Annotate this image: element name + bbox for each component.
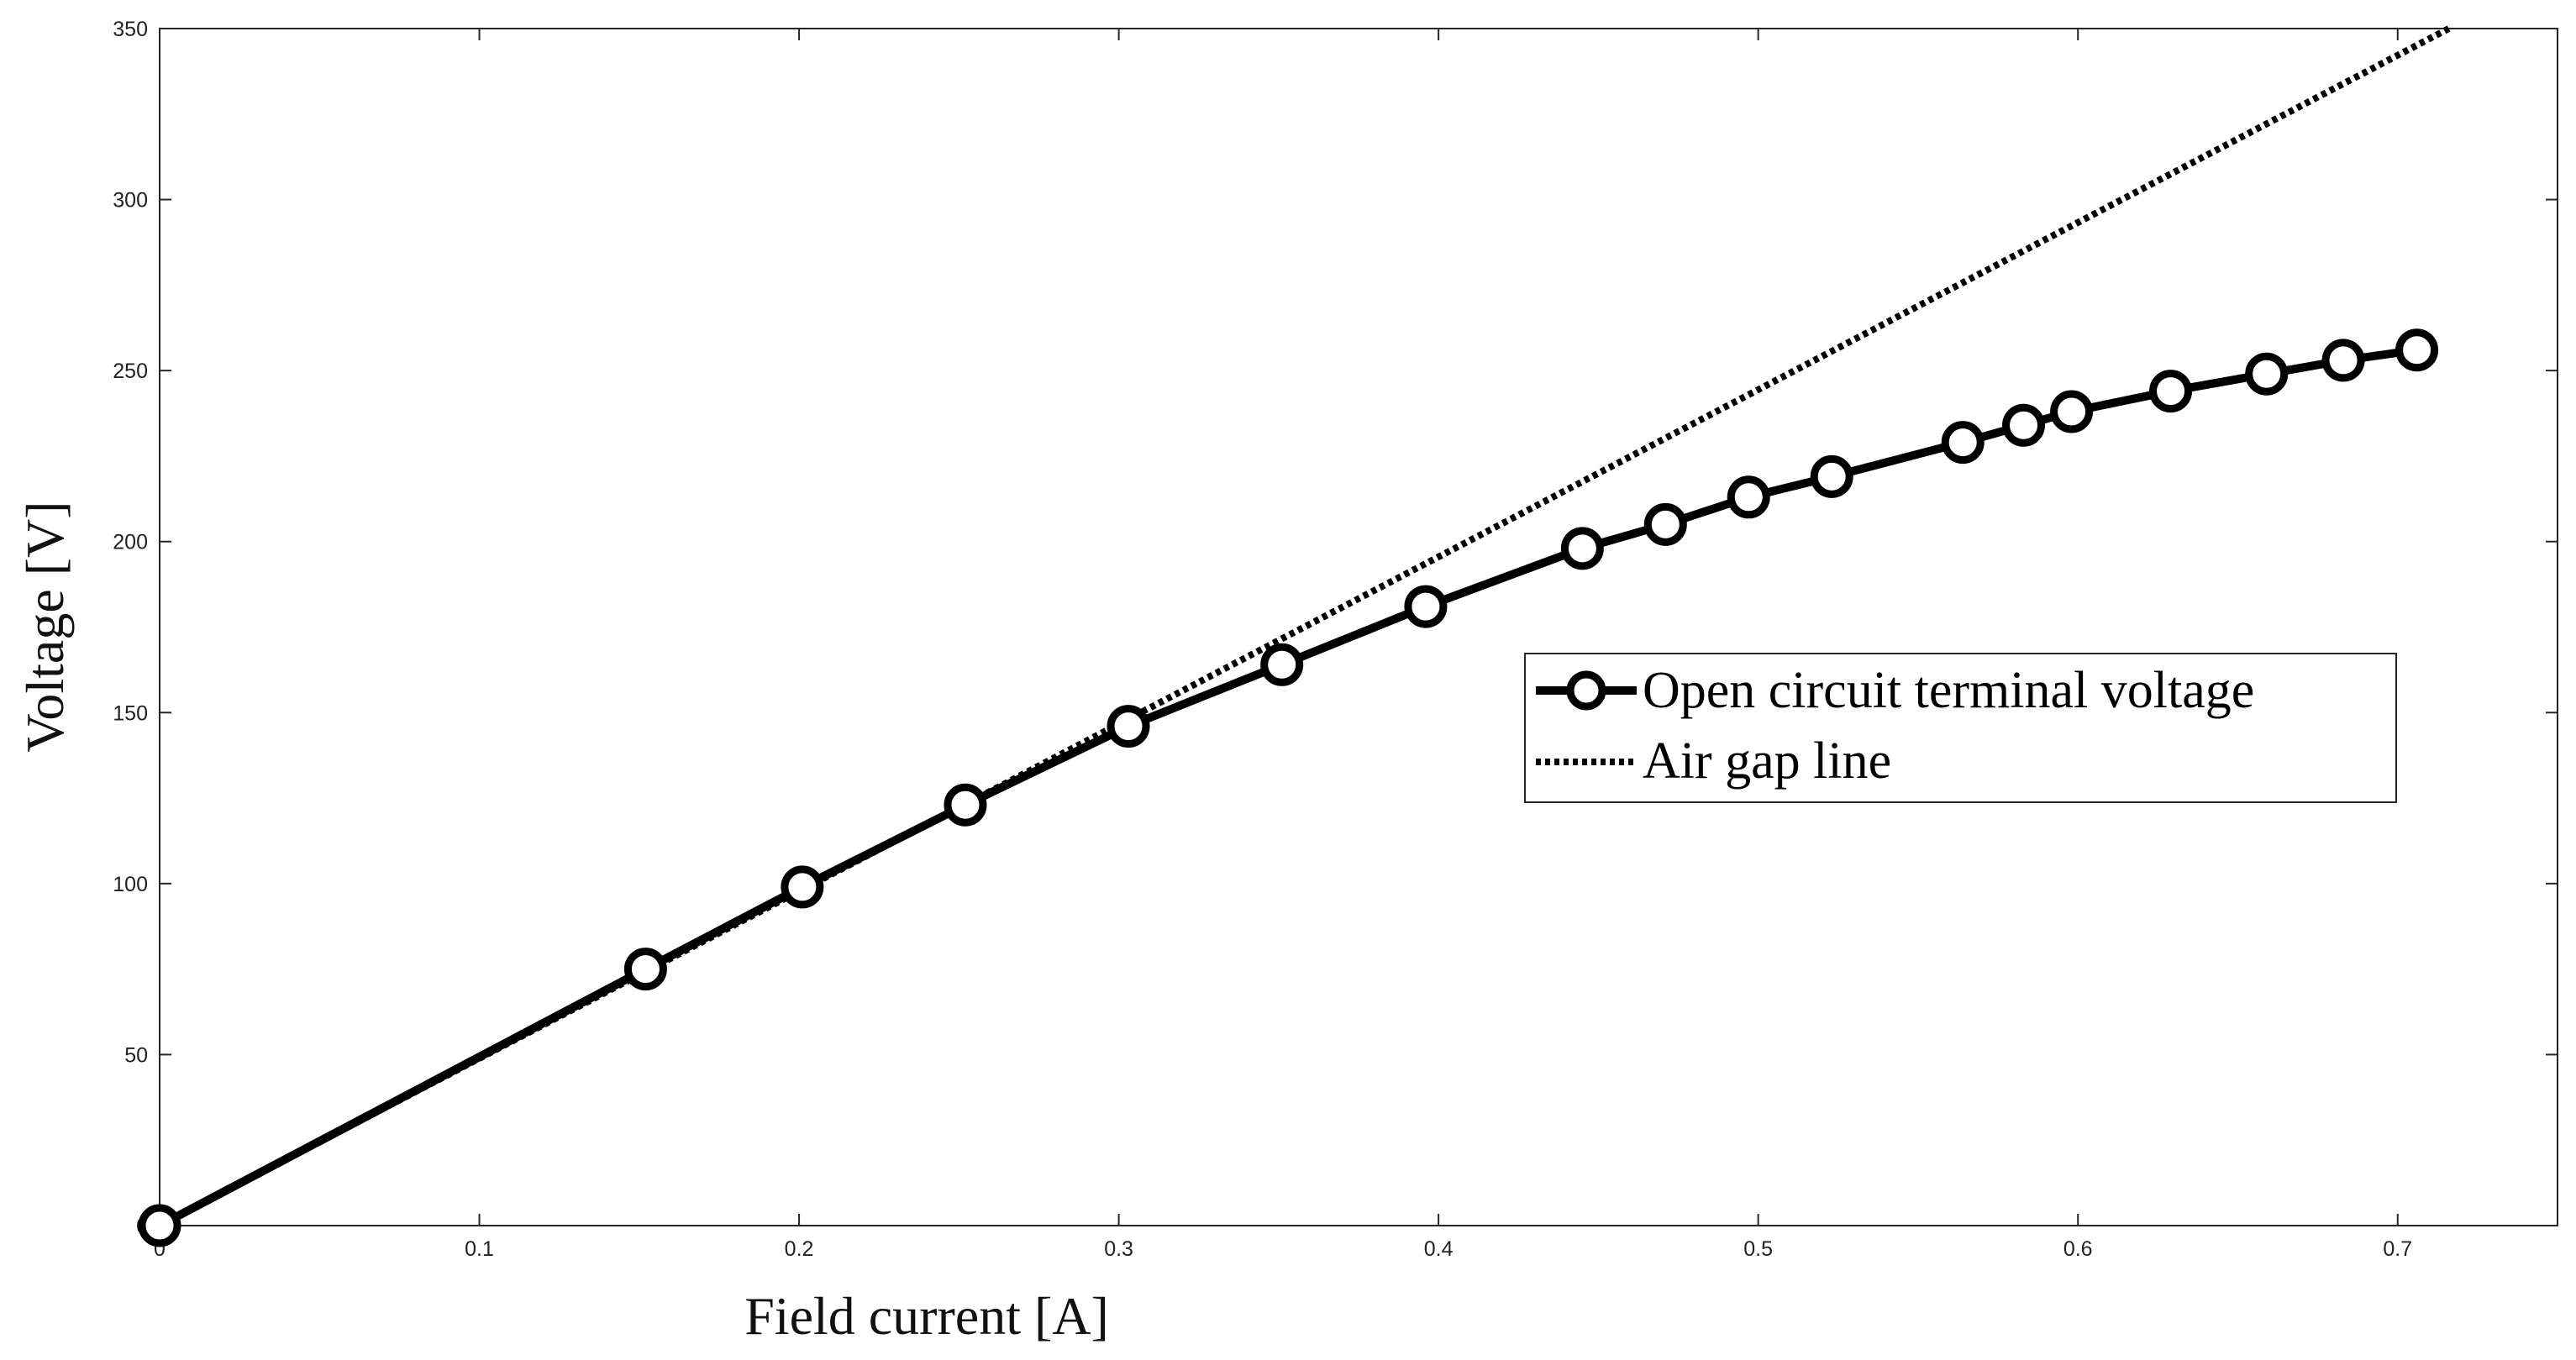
- series-layer: [138, 25, 2451, 1247]
- x-tick-label: 0.4: [1424, 1237, 1454, 1261]
- legend-marker-open-circuit: [1566, 670, 1606, 711]
- data-point-open-circuit: [2149, 370, 2193, 413]
- data-point-open-circuit: [1560, 527, 1604, 570]
- data-point-open-circuit: [1727, 475, 1770, 519]
- data-point-open-circuit: [1107, 705, 1150, 748]
- data-point-open-circuit: [1941, 421, 1985, 465]
- data-point-open-circuit: [781, 865, 824, 909]
- x-tick-label: 0.6: [2063, 1237, 2093, 1261]
- x-tick-label: 0.3: [1104, 1237, 1133, 1261]
- x-axis-label: Field current [A]: [744, 1286, 1109, 1346]
- data-point-open-circuit: [2395, 328, 2439, 372]
- legend: Open circuit terminal voltage Air gap li…: [1524, 653, 2397, 803]
- legend-box: [1524, 653, 2397, 803]
- y-tick-label: 200: [113, 531, 148, 554]
- y-axis-label: Voltage [V]: [15, 501, 75, 752]
- y-tick-label: 150: [113, 701, 148, 725]
- data-point-open-circuit: [944, 783, 987, 827]
- y-tick-label: 100: [113, 873, 148, 896]
- data-point-open-circuit: [623, 948, 667, 991]
- legend-label-air-gap: Air gap line: [1643, 733, 1891, 790]
- y-tick-label: 300: [113, 189, 148, 213]
- ticks: 00.10.20.30.40.50.60.7050100150200250300…: [113, 18, 2558, 1261]
- legend-label-open-circuit: Open circuit terminal voltage: [1643, 662, 2254, 719]
- data-point-open-circuit: [1260, 643, 1304, 686]
- data-point-open-circuit: [2002, 403, 2046, 447]
- data-point-open-circuit: [2321, 339, 2365, 382]
- y-tick-label: 350: [113, 18, 148, 41]
- data-point-open-circuit: [138, 1204, 181, 1247]
- y-tick-label: 250: [113, 360, 148, 383]
- x-tick-label: 0.2: [785, 1237, 814, 1261]
- x-tick-label: 0.5: [1743, 1237, 1773, 1261]
- data-point-open-circuit: [2050, 390, 2094, 433]
- data-point-open-circuit: [1404, 585, 1448, 628]
- data-point-open-circuit: [1643, 502, 1687, 546]
- data-point-open-circuit: [2245, 352, 2289, 396]
- y-tick-label: 50: [124, 1043, 148, 1067]
- x-tick-label: 0.1: [465, 1237, 494, 1261]
- data-point-open-circuit: [1810, 454, 1853, 498]
- plot-area: [159, 28, 2558, 1226]
- x-tick-label: 0.7: [2383, 1237, 2412, 1261]
